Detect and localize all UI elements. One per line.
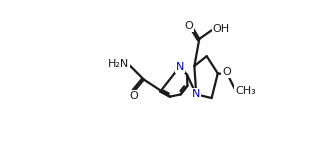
Text: O: O (184, 21, 193, 31)
Text: CH₃: CH₃ (236, 86, 256, 96)
Text: H₂N: H₂N (108, 59, 129, 69)
Text: O: O (129, 91, 138, 101)
Text: N: N (175, 62, 184, 72)
Text: O: O (222, 67, 231, 77)
Text: OH: OH (213, 24, 230, 34)
Text: N: N (192, 89, 200, 99)
